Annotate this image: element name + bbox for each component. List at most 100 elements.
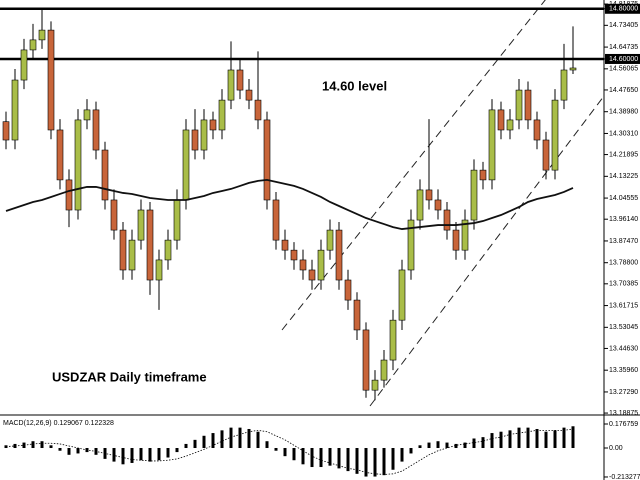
y-tick-label: 14.64735	[609, 44, 638, 51]
histogram-bar	[112, 448, 116, 462]
histogram-bar	[571, 426, 575, 449]
y-tick-label: 14.30310	[609, 130, 638, 137]
histogram-bar	[211, 433, 215, 449]
candle-body	[83, 109, 91, 121]
candle-body	[407, 219, 415, 271]
histogram-bar	[454, 443, 458, 449]
histogram-bar	[130, 448, 134, 463]
histogram-bar	[472, 438, 476, 449]
candle-body	[2, 121, 10, 141]
histogram-bar	[364, 448, 368, 477]
candle-body	[263, 119, 271, 201]
y-tick-label: 13.53045	[609, 324, 638, 331]
candle-body	[11, 79, 19, 141]
histogram-bar	[310, 448, 314, 468]
histogram-bar	[175, 448, 179, 453]
histogram-bar	[202, 435, 206, 449]
histogram-bar	[319, 448, 323, 468]
candle-body	[128, 239, 136, 271]
candle-body	[92, 109, 100, 151]
candle-body	[479, 169, 487, 181]
histogram-bar	[445, 442, 449, 449]
candle-body	[236, 69, 244, 91]
histogram-bar	[499, 431, 503, 449]
candle-body	[326, 229, 334, 251]
annotation: USDZAR Daily timeframe	[52, 369, 207, 384]
candle-body	[371, 379, 379, 391]
histogram-bar	[382, 448, 386, 476]
candle-body	[524, 89, 532, 121]
candle-body	[362, 329, 370, 391]
candle-body	[398, 269, 406, 321]
candle-body	[56, 129, 64, 181]
histogram-bar	[301, 448, 305, 465]
y-tick-label: 13.70385	[609, 281, 638, 288]
histogram-bar	[346, 448, 350, 472]
histogram-bar	[517, 427, 521, 449]
y-tick-label: 14.73405	[609, 22, 638, 29]
candle-body	[317, 249, 325, 281]
candle-body	[20, 49, 28, 81]
histogram-bar	[391, 448, 395, 470]
signal-line	[5, 428, 574, 475]
candle-body	[227, 69, 235, 101]
candle-body	[47, 29, 55, 131]
candle-body	[119, 229, 127, 271]
histogram-bar	[229, 427, 233, 449]
histogram-bar	[157, 448, 161, 461]
candle-body	[416, 189, 424, 221]
candle-body	[353, 299, 361, 331]
histogram-bar	[148, 448, 152, 462]
histogram-bar	[490, 433, 494, 449]
candle-body	[101, 149, 109, 201]
histogram-bar	[238, 427, 242, 449]
y-tick-label: 13.96140	[609, 216, 638, 223]
candle-body	[137, 209, 145, 241]
histogram-bar	[40, 441, 44, 449]
candle-body	[164, 239, 172, 261]
candle-body	[254, 99, 262, 121]
candle-body	[146, 209, 154, 281]
histogram-bar	[193, 439, 197, 449]
candle-body	[308, 269, 316, 281]
y-tick-label: 14.13225	[609, 173, 638, 180]
y-tick-label: 14.04555	[609, 195, 638, 202]
histogram-bar	[436, 441, 440, 449]
y-tick-label: 13.44630	[609, 345, 638, 352]
histogram-bar	[418, 445, 422, 449]
histogram-bar	[265, 441, 269, 449]
histogram-bar	[337, 448, 341, 469]
candle-body	[470, 169, 478, 221]
y-tick-label: 14.60000	[609, 56, 638, 63]
candle-body	[425, 189, 433, 201]
tick-highlight	[605, 3, 640, 14]
histogram-bar	[31, 441, 35, 449]
candle-body	[173, 199, 181, 241]
histogram-bar	[463, 442, 467, 449]
candle-body	[65, 179, 73, 211]
candle-body	[434, 199, 442, 211]
y-tick-label: 13.35960	[609, 367, 638, 374]
y-tick-label: 13.27290	[609, 389, 638, 396]
histogram-bar	[562, 427, 566, 449]
candle-body	[281, 239, 289, 251]
histogram-bar	[400, 448, 404, 462]
histogram-bar	[274, 448, 278, 451]
histogram-bar	[49, 445, 53, 449]
y-tick-label: 14.21895	[609, 151, 638, 158]
candle-body	[497, 109, 505, 131]
candle-body	[245, 89, 253, 101]
channel-line	[281, 0, 546, 331]
candle-body	[272, 199, 280, 241]
candle-body	[182, 129, 190, 201]
histogram-bar	[535, 428, 539, 449]
candle-body	[299, 259, 307, 271]
histogram-bar	[283, 448, 287, 457]
candle-body	[290, 249, 298, 261]
candle-body	[209, 119, 217, 131]
histogram-bar	[184, 443, 188, 449]
histogram-bar	[292, 448, 296, 461]
candle-body	[515, 89, 523, 121]
histogram-bar	[544, 431, 548, 449]
